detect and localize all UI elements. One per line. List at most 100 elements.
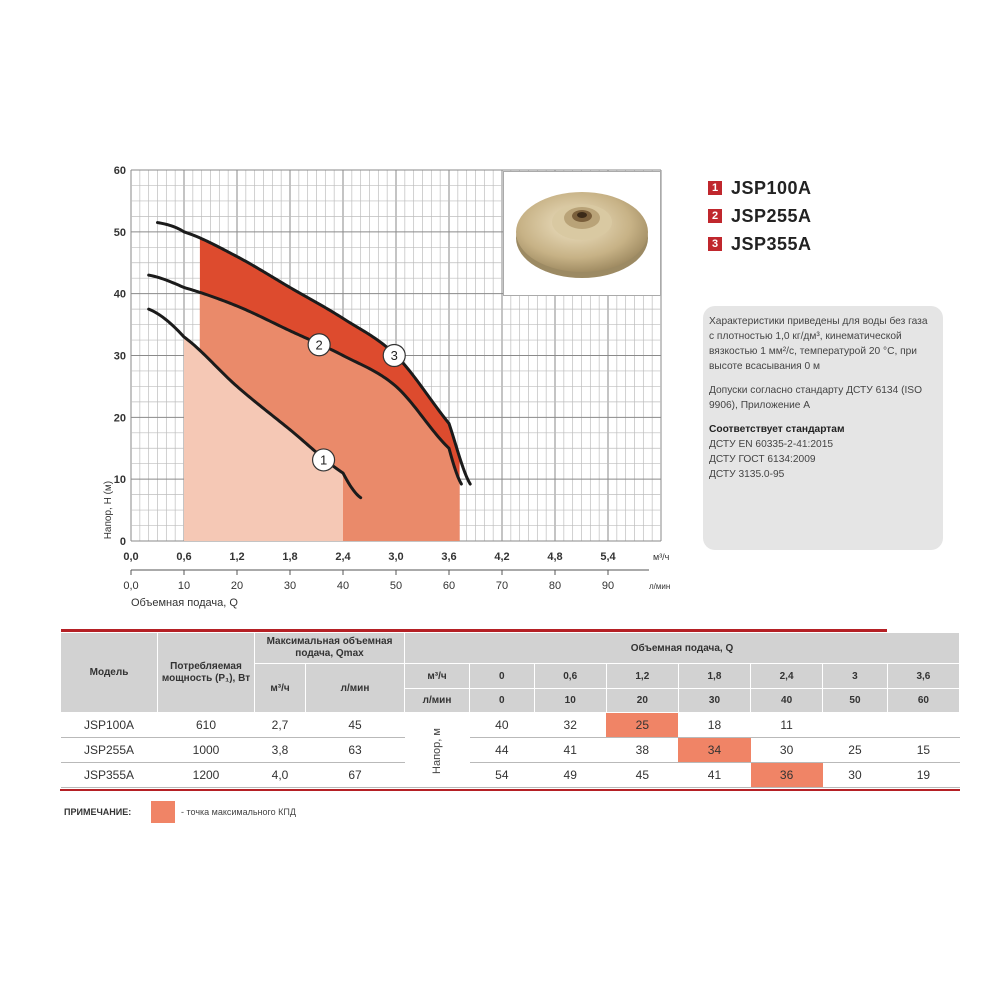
header-power: Потребляемая мощность (P₁), Вт [157,632,255,713]
standards-title: Соответствует стандартам [709,424,845,435]
x-tick-label-lmin: 90 [602,580,614,592]
cell-qmax-lmin: 45 [305,712,405,738]
cell-qmax-m3h: 2,7 [254,712,306,738]
conditions-text: Характеристики приведены для воды без га… [709,316,928,372]
note-swatch [151,801,175,823]
cell-head: 41 [534,737,607,763]
legend-number: 2 [708,209,722,223]
cell-power: 610 [157,712,255,738]
cell-head: 18 [678,712,751,738]
legend-item: 1 JSP100A [708,174,908,202]
header-qmax-m3h: м³/ч [254,663,306,713]
header-flow: Объемная подача, Q [404,632,960,664]
cell-head: 38 [606,737,679,763]
cell-head: 49 [534,762,607,788]
header-flow-value: 3 [822,663,888,689]
header-flow-value: 1,2 [605,663,679,689]
work-area-1 [184,336,343,541]
header-flow-value: 0,6 [533,663,607,689]
cell-head: 54 [469,762,535,788]
header-unit-m3h: м³/ч [404,663,470,689]
x-tick-label-m3h: 3,6 [441,551,456,563]
cell-head-best: 25 [606,712,679,738]
x-tick-label-m3h: 3,0 [388,551,403,563]
cell-head: 30 [822,762,888,788]
y-tick-label: 60 [114,165,126,177]
header-flow-value: 2,4 [750,663,824,689]
header-flow-value: 20 [605,688,679,713]
curve-label-circle [311,448,336,472]
legend-number: 1 [708,181,722,195]
cell-head: 11 [750,712,823,738]
x-unit-lmin: л/мин [649,582,670,591]
cell-model: JSP355A [60,762,158,788]
legend-model: JSP255A [731,205,812,226]
standard-item: ДСТУ 3135.0-95 [709,469,785,480]
cell-head: 40 [469,712,535,738]
table-bottom-rule [60,789,960,791]
head-label-cell: Напор, м [404,712,470,788]
legend-item: 3 JSP355A [708,230,908,258]
y-axis-label: Напор, Н (м) [103,481,114,539]
header-model: Модель [60,632,158,713]
cell-head: 15 [887,737,960,763]
cell-head: 25 [822,737,888,763]
cell-head: 32 [534,712,607,738]
header-flow-value: 60 [886,688,961,713]
note-text: - точка максимального КПД [181,807,296,817]
cell-head: 44 [469,737,535,763]
legend-number: 3 [708,237,722,251]
note-label: ПРИМЕЧАНИЕ: [64,807,132,817]
cell-model: JSP100A [60,712,158,738]
x-tick-label-m3h: 0,0 [123,551,138,563]
spec-table: Модель Потребляемая мощность (P₁), Вт Ма… [60,629,961,788]
head-label: Напор, м [431,728,443,774]
impeller-image [516,192,648,278]
cell-qmax-lmin: 63 [305,737,405,763]
impeller-photo [503,171,661,296]
x-tick-label-m3h: 4,8 [547,551,562,563]
curve-label: 3 [391,348,398,363]
cell-qmax-m3h: 4,0 [254,762,306,788]
x-tick-label-lmin: 50 [390,580,402,592]
legend-model: JSP355A [731,233,812,254]
header-flow-value: 50 [822,688,888,713]
x-axis-label: Объемная подача, Q [131,597,238,609]
x-tick-label-lmin: 30 [284,580,296,592]
chart-legend: 1 JSP100A 2 JSP255A 3 JSP355A [708,174,908,258]
cell-head: 41 [678,762,751,788]
x-tick-label-lmin: 10 [178,580,190,592]
y-tick-label: 40 [114,289,126,301]
header-flow-value: 0 [469,688,535,713]
cell-head [887,712,960,738]
x-tick-label-m3h: 4,2 [494,551,509,563]
note: ПРИМЕЧАНИЕ: - точка максимального КПД [64,801,296,823]
header-flow-value: 10 [533,688,607,713]
x-tick-label-m3h: 2,4 [335,551,351,563]
tolerances-text: Допуски согласно стандарту ДСТУ 6134 (IS… [709,385,923,411]
x-tick-label-m3h: 1,8 [282,551,297,563]
cell-power: 1200 [157,762,255,788]
header-flow-value: 1,8 [677,663,752,689]
header-qmax-lmin: л/мин [305,663,405,713]
standard-item: ДСТУ ГОСТ 6134:2009 [709,454,816,465]
x-tick-label-lmin: 20 [231,580,243,592]
table-row: JSP255A 1000 3,8 63 44 41 38 34 30 25 15 [60,737,960,763]
cell-head-best: 36 [750,762,823,788]
x-tick-label-m3h: 5,4 [600,551,616,563]
standard-item: ДСТУ EN 60335-2-41:2015 [709,439,834,450]
legend-model: JSP100A [731,177,812,198]
y-tick-label: 50 [114,227,126,239]
cell-model: JSP255A [60,737,158,763]
header-flow-value: 30 [677,688,752,713]
x-tick-label-lmin: 70 [496,580,508,592]
cell-qmax-m3h: 3,8 [254,737,306,763]
header-flow-value: 3,6 [886,663,961,689]
x-tick-label-lmin: 60 [443,580,455,592]
info-box: Характеристики приведены для воды без га… [703,306,943,550]
x-tick-label-m3h: 1,2 [229,551,244,563]
y-tick-label: 20 [114,412,126,424]
cell-head [822,712,888,738]
legend-item: 2 JSP255A [708,202,908,230]
